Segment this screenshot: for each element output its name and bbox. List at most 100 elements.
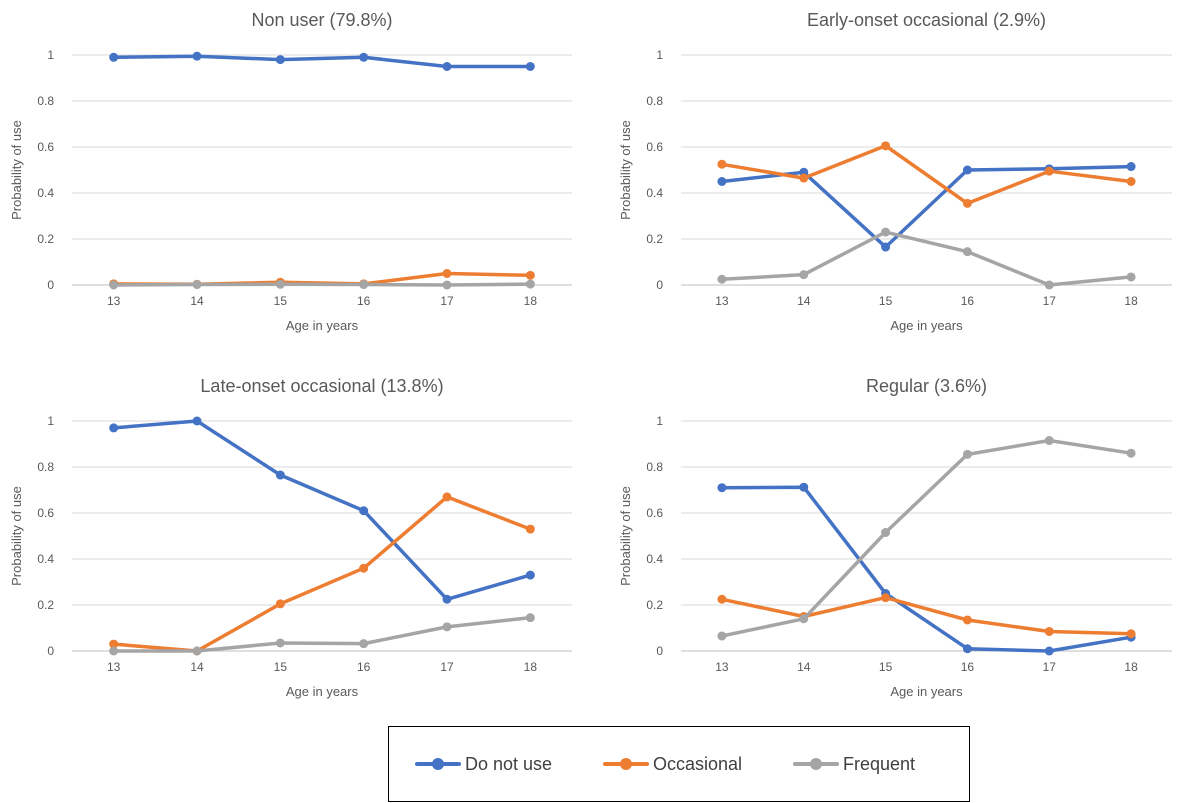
data-point-occasional	[442, 492, 452, 502]
data-point-occasional	[717, 159, 727, 169]
y-tick-label: 0	[47, 644, 54, 658]
x-tick-label: 15	[274, 294, 288, 308]
x-tick-label: 13	[715, 660, 729, 674]
data-point-do-not-use	[799, 482, 809, 492]
data-point-occasional	[717, 594, 727, 604]
series-occasional	[717, 593, 1136, 639]
y-tick-label: 1	[656, 48, 663, 62]
x-tick-label: 15	[274, 660, 288, 674]
y-tick-label: 0.6	[646, 506, 663, 520]
series-do-not-use	[109, 51, 535, 71]
legend-item-frequent: Frequent	[793, 749, 915, 779]
data-point-frequent	[799, 270, 809, 280]
legend-swatch-frequent	[793, 749, 839, 779]
series-line-frequent	[111, 615, 533, 653]
y-tick-label: 0.6	[37, 506, 54, 520]
y-tick-label: 0.2	[646, 598, 663, 612]
series-frequent	[109, 279, 535, 290]
y-tick-label: 0.2	[37, 232, 54, 246]
x-axis-label: Age in years	[286, 684, 359, 699]
y-tick-label: 0.4	[646, 186, 663, 200]
x-tick-label: 16	[357, 294, 371, 308]
data-point-frequent	[109, 646, 119, 656]
data-point-occasional	[442, 269, 452, 278]
series-line-frequent	[720, 230, 1133, 287]
y-tick-label: 0	[47, 278, 54, 292]
data-point-frequent	[359, 639, 369, 649]
series-occasional	[717, 141, 1136, 208]
x-tick-label: 18	[524, 294, 538, 308]
data-point-do-not-use	[192, 51, 202, 61]
data-point-frequent	[192, 646, 202, 656]
y-tick-label: 0.6	[646, 140, 663, 154]
legend: Do not use Occasional Frequent	[388, 726, 970, 802]
y-tick-label: 0.8	[646, 460, 663, 474]
x-tick-label: 13	[715, 294, 729, 308]
data-point-frequent	[799, 614, 809, 624]
x-axis-label: Age in years	[286, 318, 359, 333]
series-frequent	[717, 227, 1136, 290]
x-tick-label: 18	[1124, 294, 1138, 308]
chart-title: Late-onset occasional (13.8%)	[200, 376, 443, 396]
series-line-do-not-use	[111, 419, 533, 602]
y-tick-label: 1	[656, 414, 663, 428]
data-point-occasional	[275, 599, 285, 609]
x-tick-label: 14	[190, 294, 204, 308]
data-point-frequent	[1044, 436, 1054, 446]
y-axis-label: Probability of use	[9, 486, 24, 586]
data-point-frequent	[109, 280, 119, 290]
data-point-occasional	[799, 173, 809, 183]
series-line-occasional	[111, 495, 533, 653]
x-tick-label: 16	[357, 660, 371, 674]
charts-figure: Non user (79.8%) 0 0.2 0.4 0.6 0.8 1 13 14 15 16 17…	[9, 10, 1172, 699]
series-line-do-not-use	[111, 54, 533, 69]
x-tick-label: 14	[190, 660, 204, 674]
y-tick-label: 1	[47, 414, 54, 428]
data-point-occasional	[1126, 177, 1136, 186]
y-tick-label: 0.4	[37, 552, 54, 566]
series-do-not-use	[109, 416, 535, 604]
y-tick-label: 0.2	[646, 232, 663, 246]
x-tick-label: 18	[524, 660, 538, 674]
chart-panel-3: Late-onset occasional (13.8%) 0 0.2 0.4 0.6 0…	[9, 376, 572, 699]
legend-swatch-do-not-use	[415, 749, 461, 779]
data-point-do-not-use	[359, 506, 369, 516]
data-point-do-not-use	[192, 416, 202, 426]
data-point-frequent	[275, 638, 285, 648]
x-tick-label: 15	[879, 660, 893, 674]
chart-panel-4: Regular (3.6%) 0 0.2 0.4 0.6 0.8 1 13 14 15 16 17 18…	[618, 376, 1172, 699]
data-point-occasional	[1044, 166, 1054, 176]
data-point-frequent	[881, 227, 891, 237]
data-point-do-not-use	[962, 644, 972, 654]
legend-label-frequent: Frequent	[843, 753, 916, 774]
data-point-frequent	[962, 247, 972, 257]
x-tick-label: 16	[961, 660, 975, 674]
data-point-frequent	[1126, 272, 1136, 282]
series-frequent	[717, 436, 1136, 641]
data-point-occasional	[109, 639, 119, 649]
data-point-do-not-use	[275, 470, 285, 480]
y-tick-label: 0.6	[37, 140, 54, 154]
series-frequent	[109, 613, 535, 656]
y-axis-label: Probability of use	[618, 486, 633, 586]
x-tick-label: 14	[797, 660, 811, 674]
data-point-occasional	[525, 270, 535, 280]
chart-panel-2: Early-onset occasional (2.9%) 0 0.2 0.4 0.6 0…	[618, 10, 1172, 333]
data-point-frequent	[881, 528, 891, 538]
x-axis-label: Age in years	[890, 684, 963, 699]
x-tick-label: 16	[961, 294, 975, 308]
series-line-frequent	[111, 282, 533, 287]
data-point-do-not-use	[717, 177, 727, 186]
x-axis-label: Age in years	[890, 318, 963, 333]
data-point-occasional	[881, 141, 891, 151]
x-tick-label: 13	[107, 294, 121, 308]
data-point-do-not-use	[442, 62, 452, 71]
x-tick-label: 17	[440, 660, 454, 674]
legend-item-do-not-use: Do not use	[415, 749, 552, 779]
data-point-occasional	[359, 563, 369, 573]
data-point-frequent	[525, 279, 535, 289]
data-point-frequent	[442, 622, 452, 632]
data-point-do-not-use	[525, 570, 535, 580]
x-tick-label: 17	[440, 294, 454, 308]
x-tick-label: 18	[1124, 660, 1138, 674]
